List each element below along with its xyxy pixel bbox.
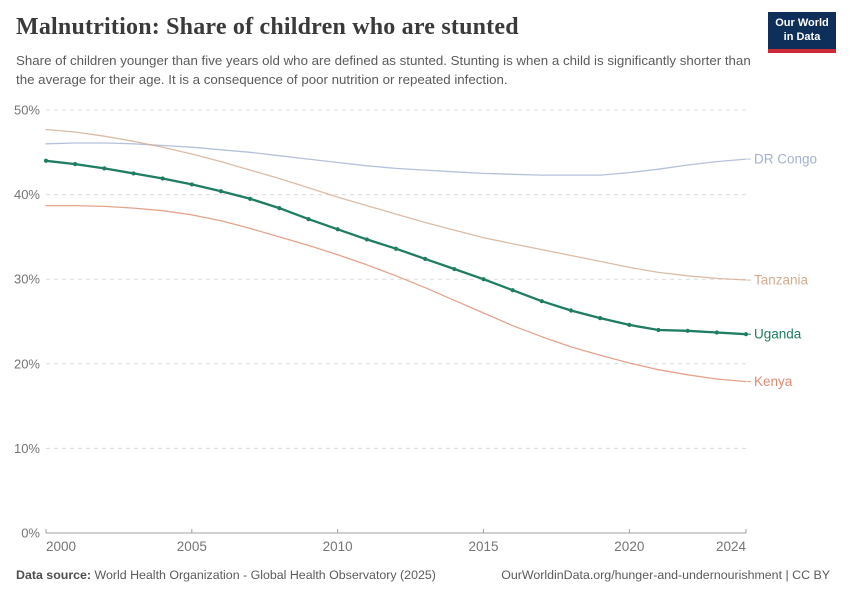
series-point-uganda-2000[interactable] xyxy=(43,158,49,163)
series-point-uganda-2004[interactable] xyxy=(160,176,165,181)
page-title: Malnutrition: Share of children who are … xyxy=(16,14,519,40)
x-tick-label-2000: 2000 xyxy=(46,539,76,554)
series-point-uganda-2023[interactable] xyxy=(714,330,719,335)
owid-url-license[interactable]: OurWorldinData.org/hunger-and-undernouri… xyxy=(501,568,830,582)
y-tick-label-0: 0% xyxy=(21,526,40,541)
series-point-uganda-2010[interactable] xyxy=(335,227,340,232)
x-tick-label-2010: 2010 xyxy=(323,539,353,554)
x-tick-label-2015: 2015 xyxy=(468,539,498,554)
series-point-uganda-2005[interactable] xyxy=(189,182,194,187)
series-point-uganda-2015[interactable] xyxy=(481,277,486,282)
data-source-label: Data source: xyxy=(16,568,92,582)
owid-logo[interactable]: Our World in Data xyxy=(768,12,836,53)
chart-footer: Data source: World Health Organization -… xyxy=(16,568,830,582)
y-tick-label-10: 10% xyxy=(14,441,40,456)
series-line-kenya[interactable] xyxy=(45,204,747,383)
y-tick-label-30: 30% xyxy=(14,272,40,287)
x-tick-label-2005: 2005 xyxy=(177,539,207,554)
series-point-uganda-2022[interactable] xyxy=(685,328,690,333)
line-chart-svg[interactable]: 0% 10% 20% 30% 40% 50% 2000 2005 2010 2015 2020 202… xyxy=(0,100,850,560)
y-tick-label-20: 20% xyxy=(14,356,40,371)
series-point-uganda-2019[interactable] xyxy=(598,316,603,321)
series-label-kenya[interactable]: Kenya xyxy=(754,374,793,389)
series-point-uganda-2014[interactable] xyxy=(452,266,457,272)
series-point-uganda-2016[interactable] xyxy=(510,288,515,293)
series-point-uganda-2011[interactable] xyxy=(364,237,369,242)
series-point-uganda-2006[interactable] xyxy=(218,189,224,194)
series-point-uganda-2001[interactable] xyxy=(73,162,78,167)
series-point-uganda-2008[interactable] xyxy=(277,206,282,211)
series-line-dr-congo[interactable] xyxy=(45,142,747,176)
data-source-note: Data source: World Health Organization -… xyxy=(16,568,436,582)
owid-logo-line1: Our World xyxy=(775,17,829,29)
chart-subtitle: Share of children younger than five year… xyxy=(16,53,751,87)
series-point-uganda-2012[interactable] xyxy=(393,246,399,251)
series-point-uganda-2013[interactable] xyxy=(423,256,428,261)
y-tick-label-40: 40% xyxy=(14,187,40,202)
data-source-text: World Health Organization - Global Healt… xyxy=(91,568,436,582)
series-point-uganda-2007[interactable] xyxy=(248,196,253,201)
series-label-tanzania[interactable]: Tanzania xyxy=(754,273,809,288)
y-tick-label-50: 50% xyxy=(14,103,40,118)
x-tick-label-2020: 2020 xyxy=(614,539,644,554)
line-chart-area[interactable]: 0% 10% 20% 30% 40% 50% 2000 2005 2010 2015 2020 202… xyxy=(0,100,850,560)
series-label-dr-congo[interactable]: DR Congo xyxy=(754,152,817,167)
x-tick-label-2024: 2024 xyxy=(716,539,747,554)
series-point-uganda-2021[interactable] xyxy=(656,327,661,333)
series-point-uganda-2018[interactable] xyxy=(568,308,574,313)
series-point-uganda-2020[interactable] xyxy=(627,322,632,327)
series-point-uganda-2024[interactable] xyxy=(743,332,749,337)
series-point-uganda-2002[interactable] xyxy=(102,166,107,171)
series-line-tanzania[interactable] xyxy=(45,128,747,281)
series-point-uganda-2017[interactable] xyxy=(539,299,544,304)
owid-logo-line2: in Data xyxy=(783,30,821,43)
series-point-uganda-2009[interactable] xyxy=(306,217,311,222)
series-label-uganda[interactable]: Uganda xyxy=(754,327,802,342)
series-point-uganda-2003[interactable] xyxy=(131,171,136,176)
